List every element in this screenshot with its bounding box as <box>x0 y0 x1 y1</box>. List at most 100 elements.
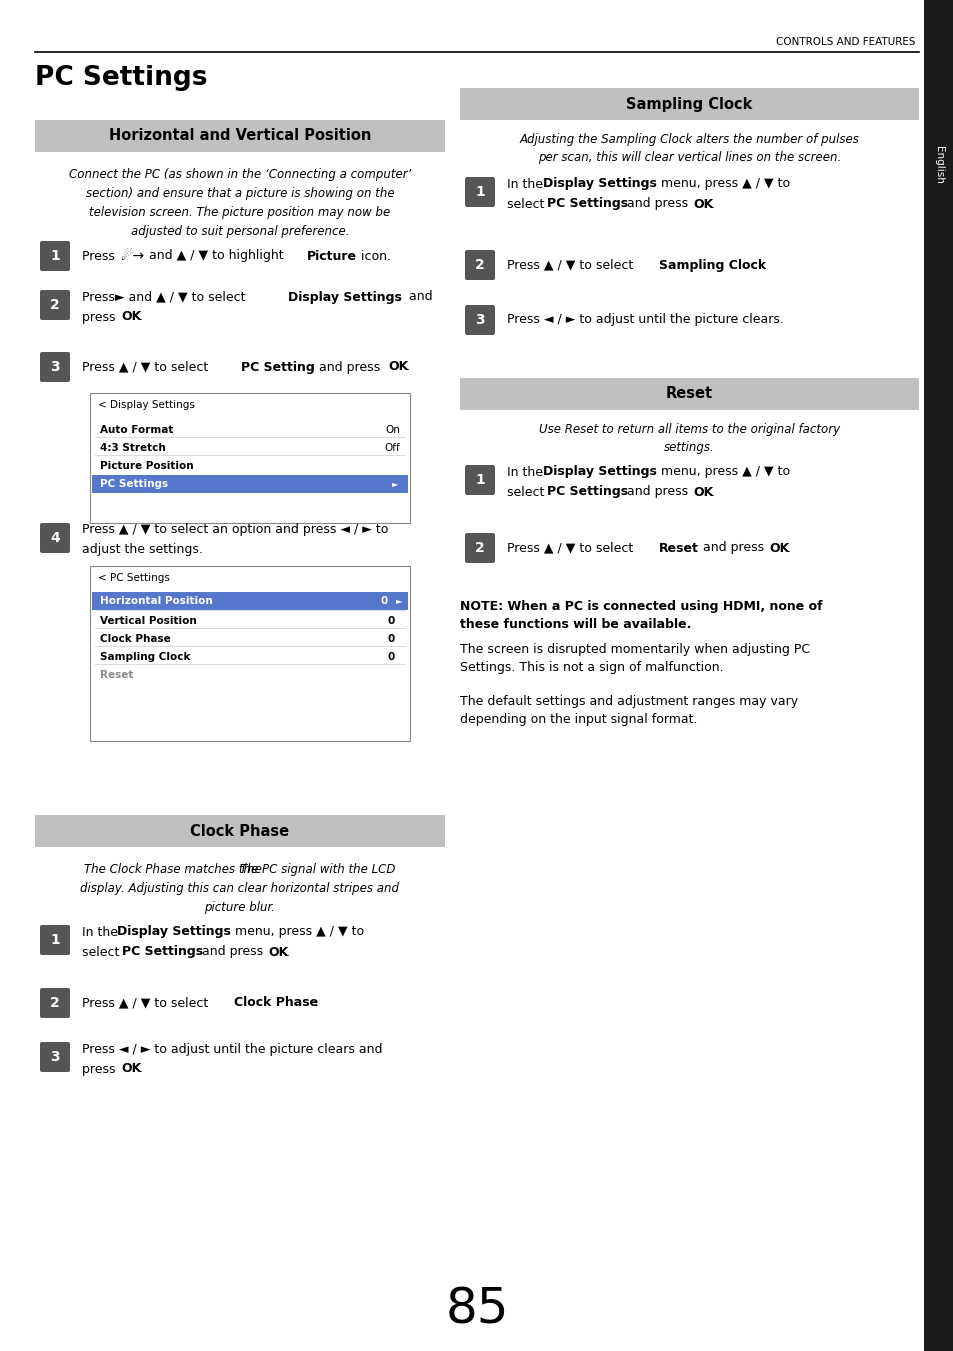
Text: Press► and ▲ / ▼ to select: Press► and ▲ / ▼ to select <box>82 290 250 304</box>
Text: Auto Format: Auto Format <box>100 426 173 435</box>
Text: The — Clock Phase — matches the PC signal with the LCD: The — Clock Phase — matches the PC signa… <box>240 863 581 875</box>
Text: menu, press ▲ / ▼ to: menu, press ▲ / ▼ to <box>231 925 364 939</box>
FancyBboxPatch shape <box>40 988 70 1019</box>
FancyBboxPatch shape <box>91 476 408 493</box>
FancyBboxPatch shape <box>464 465 495 494</box>
FancyBboxPatch shape <box>40 240 70 272</box>
FancyBboxPatch shape <box>464 534 495 563</box>
Text: .: . <box>139 1062 143 1075</box>
Text: select: select <box>506 485 548 499</box>
Text: Off: Off <box>384 443 399 453</box>
FancyBboxPatch shape <box>464 177 495 207</box>
Text: 1: 1 <box>51 249 60 263</box>
Text: On: On <box>385 426 399 435</box>
FancyBboxPatch shape <box>90 566 410 740</box>
Text: and press: and press <box>314 361 384 373</box>
Text: OK: OK <box>121 1062 141 1075</box>
Text: 85: 85 <box>445 1286 508 1333</box>
Text: 0: 0 <box>387 634 395 644</box>
Text: Picture: Picture <box>307 250 356 262</box>
Text: OK: OK <box>768 542 788 554</box>
Text: .: . <box>710 197 714 211</box>
Text: and press: and press <box>198 946 267 958</box>
Text: adjusted to suit personal preference.: adjusted to suit personal preference. <box>131 226 349 238</box>
Text: Sampling Clock: Sampling Clock <box>626 96 752 112</box>
Text: .: . <box>760 258 764 272</box>
Text: Press ▲ / ▼ to select: Press ▲ / ▼ to select <box>82 361 212 373</box>
Text: 2: 2 <box>475 540 484 555</box>
Text: < PC Settings: < PC Settings <box>98 573 170 584</box>
FancyBboxPatch shape <box>459 378 918 409</box>
Text: press: press <box>82 1062 119 1075</box>
Text: and press: and press <box>699 542 767 554</box>
Text: and press: and press <box>622 485 691 499</box>
Text: Reset: Reset <box>665 386 712 401</box>
FancyBboxPatch shape <box>35 815 444 847</box>
Text: and ▲ / ▼ to highlight: and ▲ / ▼ to highlight <box>145 250 287 262</box>
Text: television screen. The picture position may now be: television screen. The picture position … <box>90 205 390 219</box>
Text: Horizontal Position: Horizontal Position <box>100 596 213 607</box>
FancyBboxPatch shape <box>464 305 495 335</box>
Text: Press ◄ / ► to adjust until the picture clears.: Press ◄ / ► to adjust until the picture … <box>506 313 783 327</box>
FancyBboxPatch shape <box>40 925 70 955</box>
Text: Press: Press <box>82 250 119 262</box>
Text: < Display Settings: < Display Settings <box>98 400 194 409</box>
Text: OK: OK <box>692 485 713 499</box>
Text: In the: In the <box>506 466 546 478</box>
Text: OK: OK <box>692 197 713 211</box>
Text: Press ▲ / ▼ to select an option and press ◄ / ► to: Press ▲ / ▼ to select an option and pres… <box>82 523 388 536</box>
Text: CONTROLS AND FEATURES: CONTROLS AND FEATURES <box>776 36 915 47</box>
Text: NOTE: When a PC is connected using HDMI, none of: NOTE: When a PC is connected using HDMI,… <box>459 600 821 613</box>
Text: The screen is disrupted momentarily when adjusting PC: The screen is disrupted momentarily when… <box>459 643 809 657</box>
Text: Vertical Position: Vertical Position <box>100 616 196 626</box>
Text: and: and <box>405 290 432 304</box>
Text: The Clock Phase matches the PC signal with the LCD: The Clock Phase matches the PC signal wi… <box>84 863 395 875</box>
Text: per scan, this will clear vertical lines on the screen.: per scan, this will clear vertical lines… <box>537 151 841 163</box>
FancyBboxPatch shape <box>40 290 70 320</box>
Text: PC Settings: PC Settings <box>122 946 203 958</box>
Text: menu, press ▲ / ▼ to: menu, press ▲ / ▼ to <box>657 177 789 190</box>
Text: 4: 4 <box>51 531 60 544</box>
Text: Press ▲ / ▼ to select: Press ▲ / ▼ to select <box>82 997 212 1009</box>
Text: select: select <box>82 946 123 958</box>
Text: Use Reset to return all items to the original factory: Use Reset to return all items to the ori… <box>538 423 840 436</box>
Text: 3: 3 <box>475 313 484 327</box>
Text: OK: OK <box>268 946 288 958</box>
Text: PC Setting: PC Setting <box>241 361 314 373</box>
FancyBboxPatch shape <box>923 0 953 1351</box>
Text: and press: and press <box>622 197 691 211</box>
FancyBboxPatch shape <box>464 250 495 280</box>
Text: PC Settings: PC Settings <box>100 480 168 489</box>
Text: 0: 0 <box>387 616 395 626</box>
Text: .: . <box>710 485 714 499</box>
Text: 3: 3 <box>51 359 60 374</box>
Text: .: . <box>406 361 410 373</box>
Text: PC Settings: PC Settings <box>546 197 627 211</box>
Text: Press ▲ / ▼ to select: Press ▲ / ▼ to select <box>506 542 637 554</box>
FancyBboxPatch shape <box>40 353 70 382</box>
Text: Display Settings: Display Settings <box>542 177 657 190</box>
Text: 1: 1 <box>475 185 484 199</box>
Text: 1: 1 <box>51 934 60 947</box>
Text: these functions will be available.: these functions will be available. <box>459 617 691 631</box>
Text: depending on the input signal format.: depending on the input signal format. <box>459 713 697 725</box>
Text: In the: In the <box>82 925 122 939</box>
Text: Press ▲ / ▼ to select: Press ▲ / ▼ to select <box>506 258 637 272</box>
Text: menu, press ▲ / ▼ to: menu, press ▲ / ▼ to <box>657 466 789 478</box>
Text: 0: 0 <box>380 596 388 607</box>
Text: .: . <box>314 997 318 1009</box>
Text: Reset: Reset <box>659 542 699 554</box>
Text: 4:3 Stretch: 4:3 Stretch <box>100 443 166 453</box>
Text: icon.: icon. <box>356 250 391 262</box>
Text: Display Settings: Display Settings <box>117 925 231 939</box>
Text: Sampling Clock: Sampling Clock <box>659 258 765 272</box>
FancyBboxPatch shape <box>40 1042 70 1071</box>
Text: Display Settings: Display Settings <box>542 466 657 478</box>
Text: press: press <box>82 311 119 323</box>
Text: English: English <box>933 146 943 184</box>
Text: settings.: settings. <box>663 440 714 454</box>
Text: .: . <box>139 311 143 323</box>
Text: Display Settings: Display Settings <box>288 290 401 304</box>
Text: Reset: Reset <box>100 670 133 680</box>
Text: 2: 2 <box>475 258 484 272</box>
